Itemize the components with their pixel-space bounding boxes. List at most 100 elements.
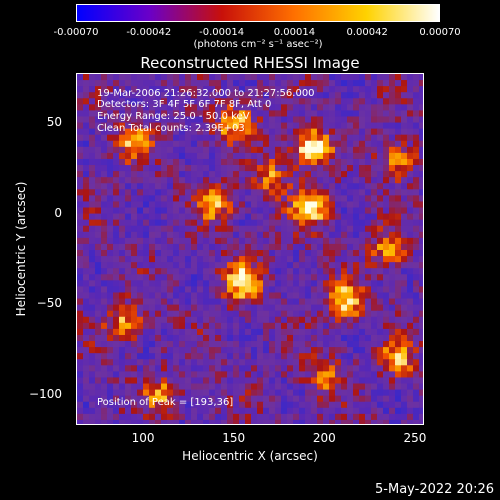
heatmap-cell xyxy=(101,177,108,184)
heatmap-cell xyxy=(209,237,216,245)
heatmap-cell xyxy=(275,280,282,288)
heatmap-cell xyxy=(329,298,336,306)
heatmap-cell xyxy=(179,80,186,87)
heatmap-cell xyxy=(233,86,240,93)
heatmap-cell xyxy=(395,298,402,306)
heatmap-cell xyxy=(167,353,174,360)
heatmap-cell xyxy=(329,353,336,360)
heatmap-cell xyxy=(359,280,366,288)
heatmap-cell xyxy=(233,110,240,118)
heatmap-cell xyxy=(287,304,294,312)
heatmap-cell xyxy=(353,262,360,269)
heatmap-cell xyxy=(377,407,384,415)
heatmap-cell xyxy=(95,316,102,324)
heatmap-cell xyxy=(191,341,198,348)
heatmap-cell xyxy=(281,243,288,251)
heatmap-cell xyxy=(401,365,408,372)
heatmap-cell xyxy=(275,377,282,385)
heatmap-cell xyxy=(251,419,258,424)
heatmap-cell xyxy=(95,213,102,221)
heatmap-cell xyxy=(407,371,414,379)
heatmap-cell xyxy=(407,152,414,160)
heatmap-cell xyxy=(185,298,192,306)
heatmap-cell xyxy=(113,250,120,257)
heatmap-cell xyxy=(359,171,366,178)
heatmap-cell xyxy=(83,298,90,306)
heatmap-cell xyxy=(209,341,216,348)
heatmap-cell xyxy=(395,98,402,105)
heatmap-cell xyxy=(161,334,168,342)
heatmap-cell xyxy=(89,383,96,391)
heatmap-cell xyxy=(191,389,198,397)
heatmap-cell xyxy=(185,365,192,372)
heatmap-cell xyxy=(305,201,312,209)
heatmap-cell xyxy=(233,213,240,221)
heatmap-cell xyxy=(137,268,144,275)
heatmap-cell xyxy=(185,292,192,300)
heatmap-cell xyxy=(197,80,204,87)
heatmap-cell xyxy=(167,383,174,391)
heatmap-cell xyxy=(143,347,150,354)
heatmap-cell xyxy=(413,158,420,166)
heatmap-cell xyxy=(131,201,138,209)
heatmap-cell xyxy=(131,213,138,221)
heatmap-cell xyxy=(413,256,420,263)
heatmap-cell xyxy=(137,304,144,312)
heatmap-cell xyxy=(329,116,336,124)
heatmap-cell xyxy=(167,128,174,136)
heatmap-cell xyxy=(161,316,168,324)
heatmap-cell xyxy=(239,177,246,184)
heatmap-cell xyxy=(155,86,162,93)
heatmap-cell xyxy=(269,359,276,366)
heatmap-cell xyxy=(419,292,423,300)
heatmap-cell xyxy=(191,195,198,203)
heatmap-cell xyxy=(167,74,174,81)
heatmap-cell xyxy=(269,286,276,294)
heatmap-cell xyxy=(401,152,408,160)
heatmap-cell xyxy=(179,310,186,318)
heatmap-cell xyxy=(173,262,180,269)
heatmap-cell xyxy=(143,219,150,227)
heatmap-cell xyxy=(197,268,204,275)
heatmap-cell xyxy=(107,389,114,397)
heatmap-cell xyxy=(227,395,234,403)
heatmap-cell xyxy=(89,371,96,379)
heatmap-cell xyxy=(395,243,402,251)
heatmap-cell xyxy=(371,116,378,124)
heatmap-cell xyxy=(191,328,198,336)
heatmap-cell xyxy=(251,286,258,294)
heatmap-cell xyxy=(155,298,162,306)
heatmap-cell xyxy=(353,395,360,403)
heatmap-cell xyxy=(377,92,384,99)
heatmap-cell xyxy=(401,213,408,221)
heatmap-cell xyxy=(83,171,90,178)
heatmap-cell xyxy=(365,322,372,330)
heatmap-cell xyxy=(269,341,276,348)
heatmap-cell xyxy=(83,177,90,184)
heatmap-cell xyxy=(215,280,222,288)
heatmap-cell xyxy=(251,74,258,81)
heatmap-cell xyxy=(317,280,324,288)
heatmap-cell xyxy=(287,419,294,424)
heatmap-cell xyxy=(305,110,312,118)
heatmap-cell xyxy=(239,292,246,300)
heatmap-cell xyxy=(233,158,240,166)
heatmap-cell xyxy=(275,207,282,215)
heatmap-cell xyxy=(365,274,372,281)
heatmap-cell xyxy=(137,237,144,245)
heatmap-cell xyxy=(377,401,384,409)
heatmap-cell xyxy=(83,401,90,409)
heatmap-cell xyxy=(173,110,180,118)
heatmap-cell xyxy=(209,86,216,93)
heatmap-cell xyxy=(101,231,108,239)
heatmap-cell xyxy=(317,262,324,269)
heatmap-cell xyxy=(149,274,156,281)
heatmap-cell xyxy=(185,286,192,294)
heatmap-cell xyxy=(305,389,312,397)
heatmap-cell xyxy=(413,243,420,251)
heatmap-cell xyxy=(329,146,336,154)
heatmap-cell xyxy=(203,371,210,379)
heatmap-cell xyxy=(107,195,114,203)
heatmap-cell xyxy=(371,316,378,324)
heatmap-cell xyxy=(263,116,270,124)
